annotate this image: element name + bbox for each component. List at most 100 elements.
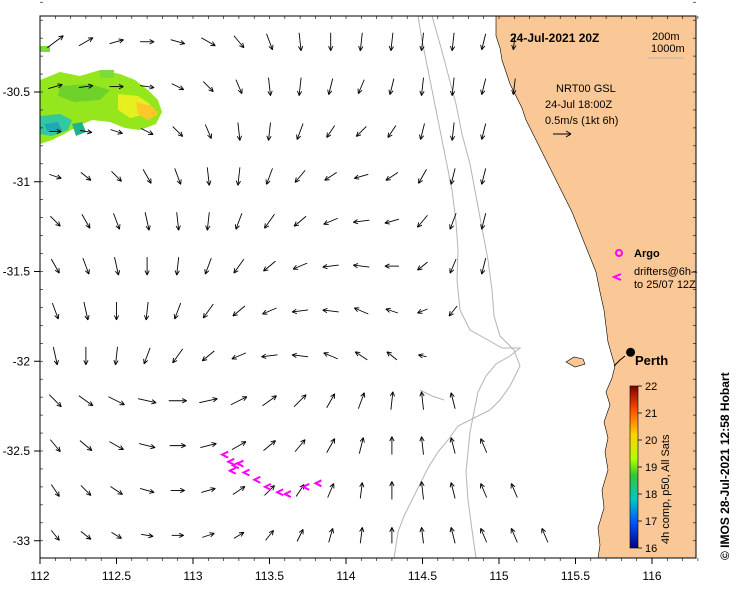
- colorbar-tick-label: 16: [645, 543, 657, 555]
- current-arrow: [230, 396, 248, 406]
- current-arrow: [139, 488, 155, 494]
- current-arrow: [138, 398, 157, 405]
- y-axis: -30.5 -31 -31.5 -32 -32.5 -33: [3, 1, 696, 548]
- current-arrow: [233, 258, 245, 274]
- current-info-line2: 24-Jul 18:00Z: [545, 99, 613, 111]
- current-arrow: [263, 260, 276, 272]
- current-arrow: [264, 213, 275, 229]
- current-arrow: [49, 173, 62, 180]
- current-info-line3: 0.5m/s (1kt 6h): [545, 115, 618, 127]
- current-arrow: [235, 79, 243, 94]
- isobath-200m: [417, 16, 522, 558]
- current-arrow: [417, 261, 428, 271]
- current-arrow: [298, 32, 304, 51]
- x-tick-label: 113: [183, 569, 202, 583]
- colorbar-label: 4h comp, p50, All Sats: [660, 434, 672, 544]
- current-arrow: [50, 258, 60, 274]
- current-arrow: [450, 77, 456, 96]
- current-arrow: [293, 215, 307, 227]
- current-arrow: [138, 443, 156, 450]
- drifter-marker-icon: [611, 273, 622, 281]
- current-arrow: [450, 32, 456, 51]
- current-arrow: [79, 129, 93, 135]
- current-arrow: [231, 441, 247, 451]
- current-arrow: [385, 307, 399, 314]
- drifter-marker: [282, 490, 292, 498]
- current-arrow: [389, 527, 395, 544]
- current-arrow: [262, 395, 277, 407]
- current-arrow: [52, 346, 59, 366]
- current-arrow: [419, 32, 425, 51]
- current-arrow: [109, 38, 124, 45]
- current-arrow: [47, 35, 64, 49]
- current-arrow: [357, 392, 366, 409]
- current-arrow: [419, 436, 425, 455]
- current-info-line1: NRT00 GSL: [556, 83, 616, 95]
- current-arrow: [48, 394, 62, 408]
- current-arrow: [326, 393, 336, 408]
- current-arrow: [322, 307, 339, 314]
- current-arrow: [450, 122, 456, 141]
- current-arrow: [359, 0, 363, 8]
- current-arrow: [480, 528, 488, 543]
- current-arrow: [419, 391, 425, 410]
- current-arrow: [109, 441, 124, 451]
- legend-drifters-line1: drifters@6h–: [634, 266, 698, 278]
- current-arrow: [265, 529, 274, 541]
- current-arrow: [384, 218, 400, 225]
- current-arrow: [232, 486, 246, 495]
- current-arrow: [111, 531, 122, 539]
- current-arrow: [140, 39, 155, 45]
- current-arrow: [449, 258, 457, 274]
- credit-text: © IMOS 28-Jul-2021 12:58 Hobart: [718, 372, 732, 560]
- current-arrow: [511, 78, 517, 95]
- current-arrow: [418, 169, 427, 184]
- y-tick-label: -32: [13, 354, 31, 368]
- current-arrow: [266, 33, 274, 51]
- current-arrow: [449, 392, 456, 409]
- current-arrow: [110, 129, 123, 135]
- current-arrows: [47, 0, 549, 544]
- drifter-marker: [219, 450, 229, 459]
- current-arrow: [480, 78, 487, 95]
- current-arrow: [173, 302, 182, 320]
- current-arrow: [266, 122, 272, 141]
- current-arrow: [353, 263, 370, 269]
- y-tick-label: -31.5: [3, 265, 31, 279]
- drifter-marker: [300, 483, 310, 491]
- legend-argo: Argo: [634, 248, 660, 260]
- current-arrow: [80, 531, 92, 540]
- current-arrow: [78, 37, 94, 47]
- current-arrow: [419, 123, 425, 140]
- scale-arrow-icon: [553, 130, 572, 138]
- current-arrow: [201, 37, 216, 47]
- current-arrow: [449, 168, 456, 185]
- current-arrow: [113, 301, 120, 321]
- current-arrow: [480, 213, 487, 230]
- current-arrow: [172, 126, 184, 137]
- current-arrow: [140, 128, 154, 135]
- current-arrow: [231, 0, 247, 4]
- current-arrow: [83, 346, 89, 366]
- current-arrow: [264, 0, 276, 6]
- current-arrow: [328, 32, 334, 51]
- plot-frame: [39, 15, 697, 559]
- current-arrow: [296, 0, 304, 7]
- current-arrow: [388, 32, 394, 51]
- current-arrow: [174, 168, 182, 185]
- current-arrow: [49, 215, 61, 227]
- current-arrow: [200, 0, 216, 2]
- drifter-marker: [235, 459, 244, 468]
- x-axis: 112 112.5 113 113.5 114 114.5 115 115.5 116: [30, 16, 699, 583]
- current-arrow: [387, 125, 397, 138]
- y-tick-label: -31: [13, 175, 31, 189]
- land-mass: [495, 16, 696, 558]
- current-arrow: [233, 531, 245, 539]
- current-arrow: [142, 169, 152, 184]
- current-arrow: [200, 442, 217, 449]
- drifter-marker: [313, 479, 322, 488]
- current-arrow: [204, 257, 212, 275]
- current-arrow: [293, 394, 307, 408]
- depth-label-1000m: 1000m: [651, 43, 685, 55]
